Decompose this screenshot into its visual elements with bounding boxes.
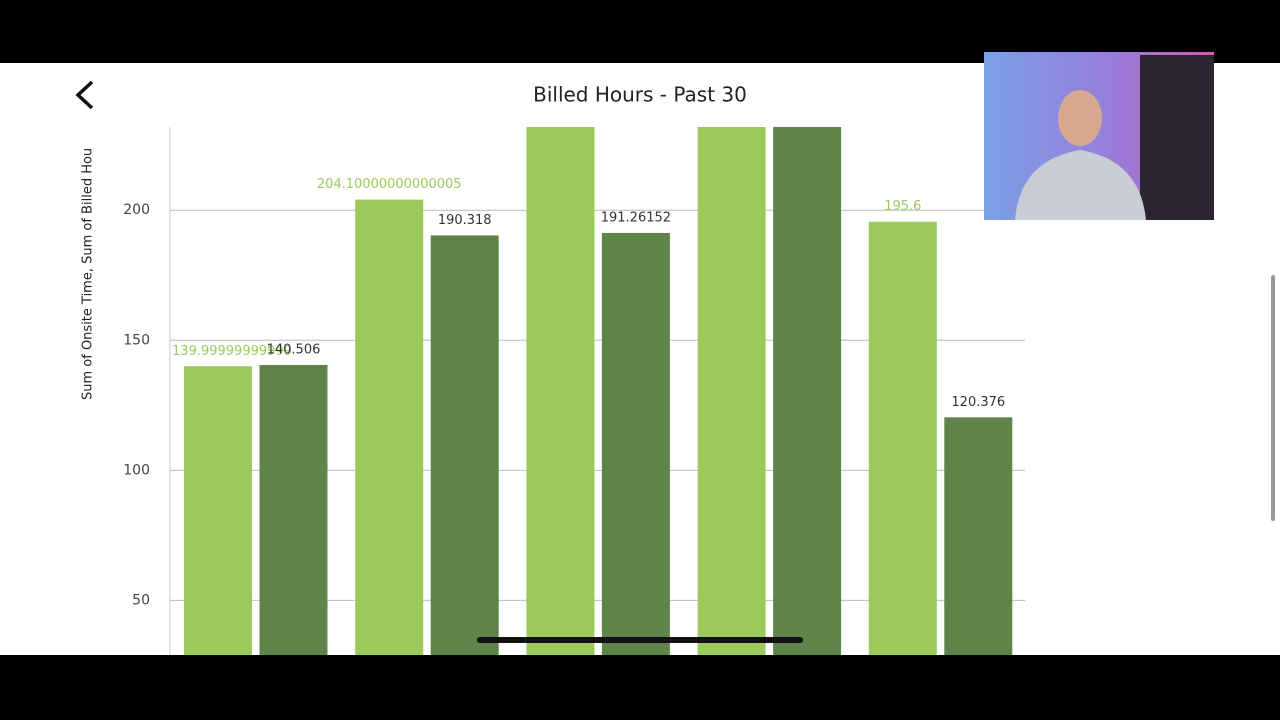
y-tick-label: 50 bbox=[132, 592, 150, 608]
chart: 50 100 150 200 Sum of Onsite Time, Sum of Bi… bbox=[81, 127, 1025, 655]
bar bbox=[259, 364, 328, 655]
scrollbar bbox=[1271, 275, 1275, 521]
home-indicator bbox=[477, 637, 803, 643]
value-label: 190.318 bbox=[438, 213, 492, 228]
value-label: 191.26152 bbox=[601, 210, 671, 225]
y-tick-label: 150 bbox=[123, 332, 150, 348]
bar bbox=[773, 127, 842, 655]
y-axis-title: Sum of Onsite Time, Sum of Billed Hou bbox=[81, 148, 96, 400]
bar bbox=[430, 235, 499, 655]
back-button[interactable] bbox=[75, 80, 94, 110]
y-tick-label: 100 bbox=[123, 462, 150, 478]
bar bbox=[601, 232, 670, 655]
bar bbox=[184, 366, 252, 655]
value-label: 195.6 bbox=[884, 199, 921, 214]
bar bbox=[868, 221, 937, 655]
webcam-overlay bbox=[984, 52, 1214, 220]
value-label: 120.376 bbox=[951, 395, 1005, 410]
y-tick-label: 200 bbox=[123, 202, 150, 218]
bar bbox=[944, 417, 1013, 655]
bar bbox=[697, 127, 766, 655]
value-label: 139.99999999999 bbox=[172, 344, 292, 359]
bar bbox=[355, 199, 424, 655]
value-label: 140.506 bbox=[267, 342, 321, 357]
value-label: 204.10000000000005 bbox=[317, 177, 462, 192]
bar bbox=[526, 127, 595, 655]
screen-title: Billed Hours - Past 30 bbox=[533, 83, 747, 107]
